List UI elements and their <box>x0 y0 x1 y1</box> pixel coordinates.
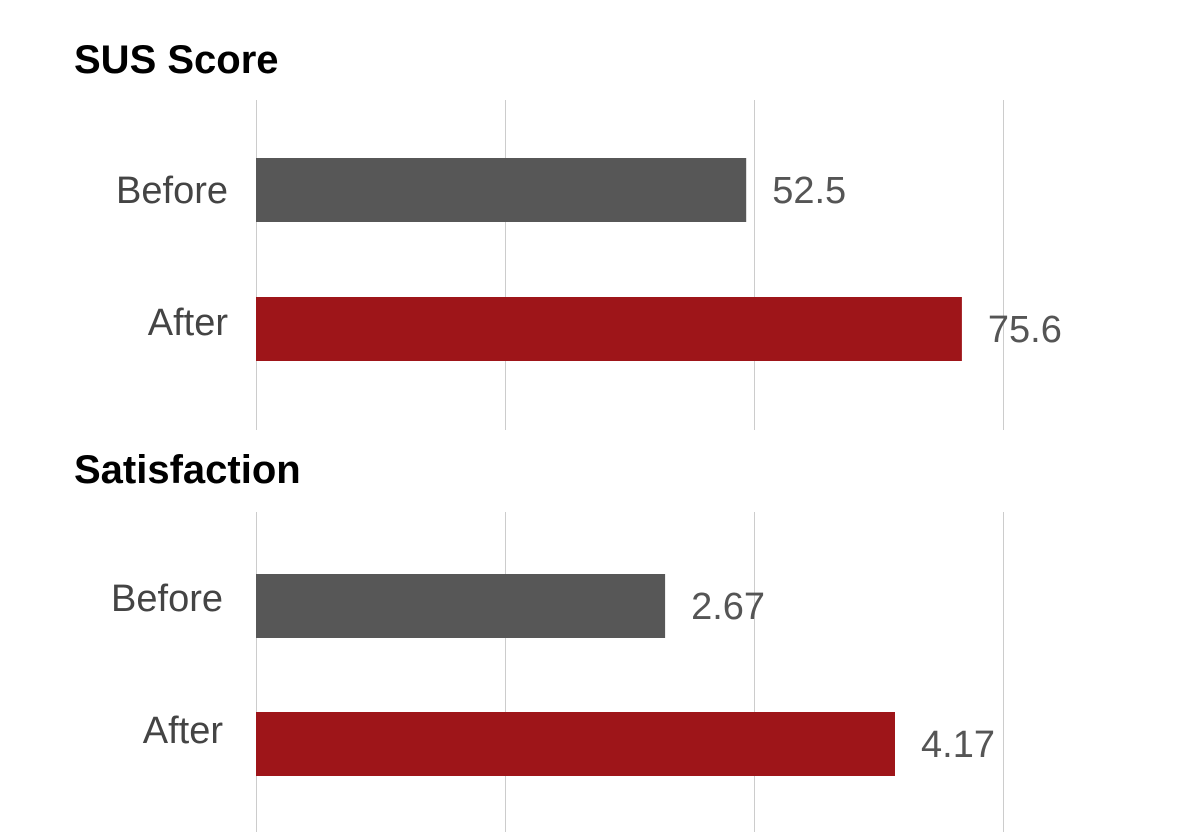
category-label-before: Before <box>116 170 228 212</box>
bar-before <box>256 574 666 638</box>
value-label-after: 4.17 <box>921 724 995 766</box>
bar-before <box>256 158 747 222</box>
value-label-after: 75.6 <box>988 309 1062 351</box>
value-label-before: 2.67 <box>691 586 765 628</box>
satisfaction-bar-chart: Before 2.67 After 4.17 <box>111 512 1004 832</box>
category-label-after: After <box>148 302 229 344</box>
sus-score-bar-chart: Before 52.5 After 75.6 <box>116 100 1062 430</box>
bar-after <box>256 297 962 361</box>
category-label-after: After <box>143 710 224 752</box>
chart-title-sus-score: SUS Score <box>74 38 279 82</box>
value-label-before: 52.5 <box>772 170 846 212</box>
bar-after <box>256 712 895 776</box>
chart-title-satisfaction: Satisfaction <box>74 448 301 492</box>
category-label-before: Before <box>111 578 223 620</box>
